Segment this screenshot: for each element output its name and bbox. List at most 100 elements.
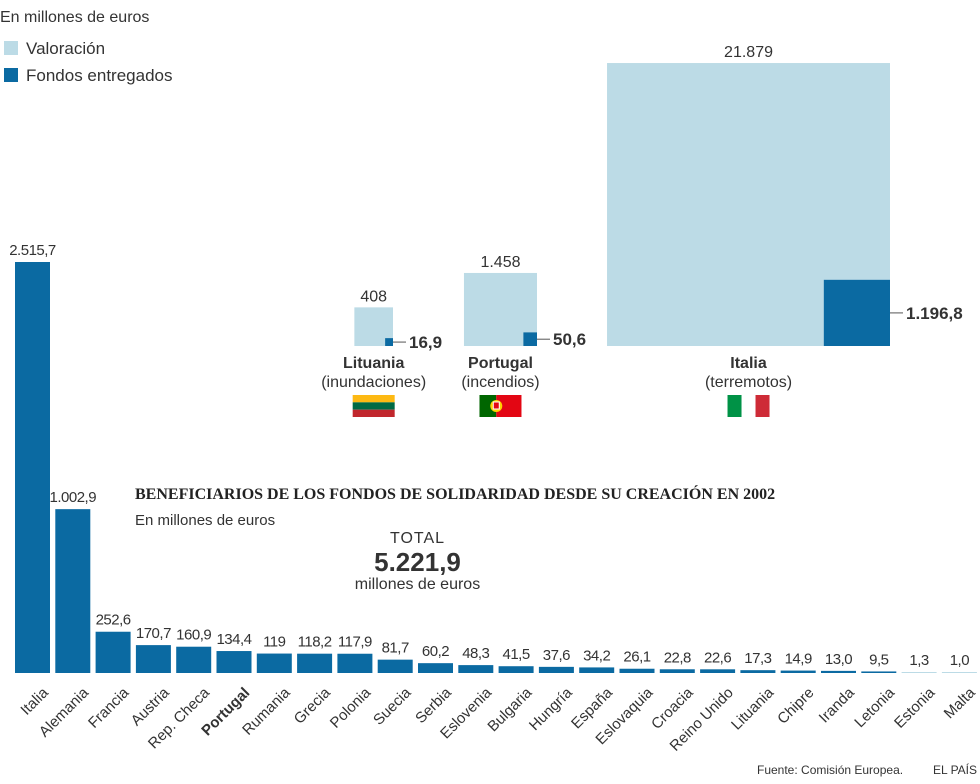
bar-group-19: 14,9 Chipre	[774, 651, 817, 728]
lithuania-flag	[352, 395, 395, 417]
bar	[498, 666, 534, 673]
flag-stripe	[352, 402, 395, 410]
brand-logo-text: EL PAÍS	[933, 763, 978, 777]
bar-value-label: 9,5	[869, 651, 889, 668]
bar-value-label: 1.002,9	[50, 489, 97, 506]
legend-item-valoracion: Valoración	[4, 39, 105, 59]
bar-value-label: 34,2	[583, 647, 610, 664]
source-note: Fuente: Comisión Europea.	[757, 763, 904, 777]
bar-value-label: 117,9	[338, 634, 372, 651]
bar-value-label: 2.515,7	[9, 242, 56, 259]
valoracion-label: 21.879	[724, 44, 773, 61]
valoracion-label: 1.458	[480, 254, 520, 271]
category-label: Malta	[941, 684, 979, 722]
total-value: 5.221,9	[374, 547, 461, 577]
bar	[941, 672, 977, 673]
bar-value-label: 160,9	[176, 627, 211, 644]
bar-value-label: 22,8	[664, 649, 691, 666]
fondos-label: 50,6	[553, 330, 586, 349]
flag-stripe	[479, 395, 497, 417]
bar	[256, 653, 292, 673]
bar	[659, 669, 695, 673]
legend-label: Valoración	[26, 39, 106, 58]
category-label: Bulgaria	[484, 684, 535, 735]
fondos-square	[523, 332, 537, 346]
total-block: TOTAL 5.221,9 millones de euros	[340, 530, 495, 594]
bar-value-label: 1,3	[909, 652, 929, 669]
flag-stripe	[352, 395, 395, 403]
bar	[458, 665, 494, 673]
square-group-portugal: 1.458 50,6 Portugal (incendios)	[461, 254, 586, 417]
country-label: Portugal	[468, 355, 533, 372]
legend-label: Fondos entregados	[26, 66, 173, 85]
bar-value-label: 134,4	[216, 631, 251, 648]
bar	[297, 653, 333, 673]
bar-value-label: 13,0	[825, 651, 852, 668]
category-label: Italia	[17, 684, 52, 719]
flag-shield	[492, 401, 500, 410]
bar	[337, 653, 373, 673]
category-label: Letonia	[851, 684, 898, 731]
bar	[821, 670, 856, 673]
category-label: Francia	[85, 684, 133, 732]
flag-stripe	[755, 395, 770, 417]
bar-value-label: 119	[263, 634, 286, 651]
flag-stripe	[727, 395, 742, 417]
square-group-lituania: 408 16,9 Lituania (inundaciones)	[321, 288, 442, 417]
bar-value-label: 26,1	[623, 649, 650, 666]
bar	[619, 668, 655, 673]
bar	[95, 631, 131, 673]
fondos-square	[385, 338, 393, 346]
flag-stripe	[352, 409, 395, 417]
bar	[377, 659, 413, 673]
total-unit: millones de euros	[354, 576, 481, 593]
bar-value-label: 81,7	[382, 640, 409, 657]
bar	[418, 663, 453, 673]
bar-value-label: 48,3	[462, 645, 489, 662]
bar	[55, 509, 91, 673]
flag-stripe	[496, 395, 522, 417]
unit-label: En millones de euros	[0, 9, 150, 26]
bar-value-label: 252,6	[96, 612, 131, 629]
bar	[579, 667, 615, 673]
bar-group-22: 1,3 Estonia	[891, 652, 939, 732]
bar-group-23: 1,0 Malta	[941, 652, 979, 722]
bar	[861, 671, 897, 673]
total-label: TOTAL	[389, 530, 446, 547]
bar-chart-subtitle: En millones de euros	[135, 512, 276, 529]
legend-swatch-valoracion	[4, 41, 18, 55]
bar-group-0: 2.515,7 Italia	[9, 242, 56, 719]
bar-value-label: 14,9	[785, 651, 812, 668]
category-label: Polonia	[327, 684, 375, 732]
category-label: Hungría	[526, 684, 576, 734]
legend-swatch-fondos	[4, 68, 18, 82]
bar-value-label: 1,0	[950, 652, 970, 669]
square-group-italia: 21.879 1.196,8 Italia (terremotos)	[607, 44, 963, 417]
event-label: (incendios)	[461, 374, 539, 391]
category-label: Chipre	[774, 684, 817, 727]
category-label: Lituania	[728, 684, 778, 734]
bar-value-label: 37,6	[543, 647, 570, 664]
fondos-square	[823, 279, 890, 346]
bar	[700, 669, 736, 673]
bar-group-8: 117,9 Polonia	[327, 634, 375, 732]
bar-value-label: 60,2	[422, 643, 449, 660]
fondos-label: 16,9	[409, 333, 442, 352]
fondos-label: 1.196,8	[906, 304, 963, 323]
bar	[15, 262, 50, 673]
bar-value-label: 118,2	[298, 634, 332, 651]
event-label: (terremotos)	[705, 374, 792, 391]
italy-flag	[727, 395, 770, 417]
bar	[216, 651, 252, 673]
bar-group-9: 81,7 Suecia	[370, 640, 415, 729]
bar	[538, 666, 574, 673]
bar-value-label: 170,7	[136, 625, 171, 642]
country-label: Lituania	[343, 355, 404, 372]
bar	[740, 670, 776, 673]
